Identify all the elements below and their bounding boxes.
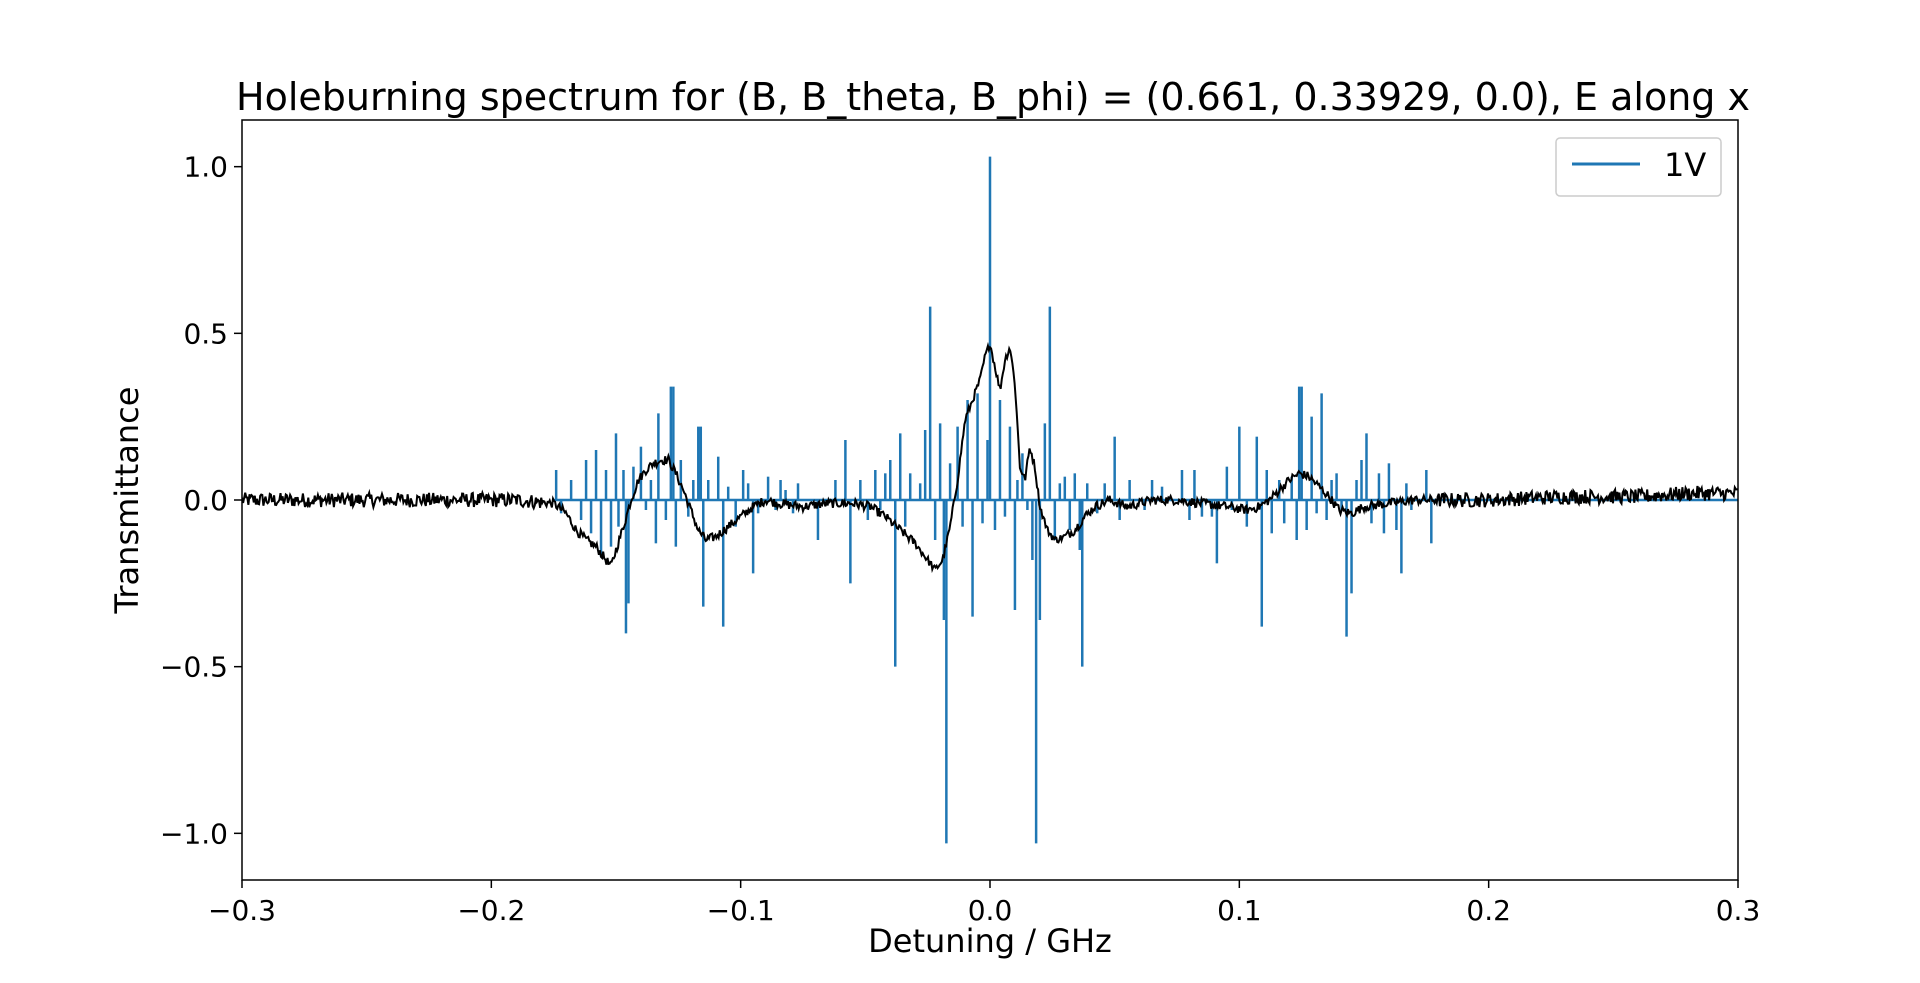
chart-title: Holeburning spectrum for (B, B_theta, B_… <box>236 75 1750 119</box>
y-tick-label: 1.0 <box>183 151 228 184</box>
x-axis: −0.3 −0.2 −0.1 0.0 0.1 0.2 0.3 <box>208 880 1760 927</box>
x-tick-label: 0.1 <box>1217 894 1262 927</box>
series-black-trace <box>242 341 1738 574</box>
y-tick-label: −0.5 <box>160 651 228 684</box>
series-1v-stems <box>553 156 1738 844</box>
legend-box <box>1555 137 1722 197</box>
y-axis-label: Transmittance <box>108 387 146 615</box>
y-tick-label: −1.0 <box>160 817 228 850</box>
y-axis: −1.0 −0.5 0.0 0.5 1.0 <box>160 151 242 850</box>
legend-label-1v: 1V <box>1664 146 1706 184</box>
x-tick-label: 0.2 <box>1466 894 1511 927</box>
x-tick-label: −0.3 <box>208 894 276 927</box>
legend: 1V <box>1555 137 1722 197</box>
x-tick-label: 0.0 <box>968 894 1013 927</box>
x-axis-label: Detuning / GHz <box>868 922 1112 960</box>
x-tick-label: 0.3 <box>1716 894 1761 927</box>
y-tick-label: 0.5 <box>183 317 228 350</box>
x-tick-label: −0.2 <box>457 894 525 927</box>
x-tick-label: −0.1 <box>707 894 775 927</box>
y-tick-label: 0.0 <box>183 484 228 517</box>
